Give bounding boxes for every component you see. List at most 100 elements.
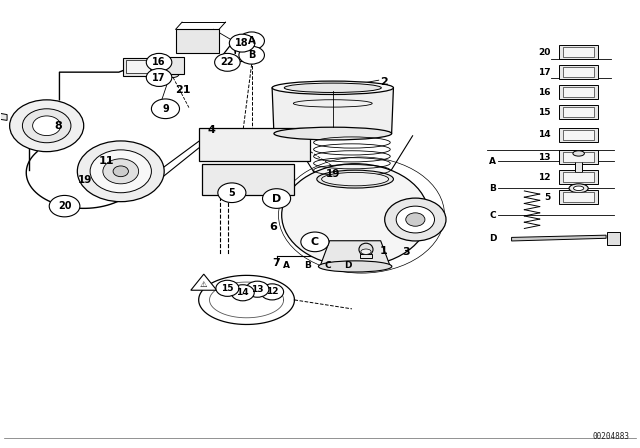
Text: 9: 9 (162, 104, 169, 114)
Circle shape (33, 116, 61, 136)
Ellipse shape (573, 186, 584, 190)
Bar (607, 232, 620, 245)
Bar (559, 85, 598, 99)
Bar (126, 60, 150, 73)
Text: 20: 20 (538, 47, 550, 56)
Text: 17: 17 (152, 73, 166, 82)
Text: 00204883: 00204883 (593, 431, 630, 440)
Text: 19: 19 (77, 175, 92, 185)
Text: 13: 13 (251, 285, 264, 294)
Bar (563, 108, 594, 117)
Text: C: C (311, 237, 319, 247)
Bar (559, 128, 598, 142)
Circle shape (49, 195, 80, 217)
Circle shape (246, 281, 269, 297)
Bar (152, 57, 184, 74)
Bar (559, 65, 598, 79)
Bar (563, 192, 594, 202)
Circle shape (152, 99, 179, 119)
Text: A: A (489, 157, 496, 166)
Text: 11: 11 (99, 155, 114, 166)
Text: C: C (489, 211, 496, 220)
Circle shape (406, 213, 425, 226)
Text: C: C (324, 261, 331, 270)
Circle shape (260, 284, 284, 300)
Ellipse shape (361, 249, 371, 254)
Circle shape (22, 109, 71, 143)
Text: A: A (248, 36, 255, 46)
Polygon shape (320, 241, 390, 267)
Text: B: B (489, 184, 496, 193)
Polygon shape (0, 112, 7, 121)
Bar (559, 105, 598, 120)
Ellipse shape (321, 172, 388, 186)
Bar (202, 164, 294, 195)
Circle shape (10, 100, 84, 152)
Text: 19: 19 (326, 169, 340, 179)
Polygon shape (272, 88, 394, 134)
Text: 21: 21 (175, 85, 191, 95)
Polygon shape (218, 40, 251, 61)
Ellipse shape (272, 81, 394, 95)
Circle shape (113, 166, 129, 177)
Text: 15: 15 (538, 108, 550, 117)
Circle shape (77, 141, 164, 202)
Text: 14: 14 (538, 130, 550, 139)
Text: 15: 15 (221, 284, 234, 293)
Text: D: D (489, 234, 496, 243)
Text: 16: 16 (538, 88, 550, 97)
Circle shape (218, 183, 246, 202)
Text: 17: 17 (538, 68, 550, 77)
Circle shape (396, 206, 435, 233)
Bar (123, 58, 154, 76)
Circle shape (147, 53, 172, 71)
Ellipse shape (359, 243, 373, 256)
Bar (563, 47, 594, 57)
Bar (563, 130, 594, 140)
Bar (575, 154, 582, 172)
Circle shape (229, 34, 255, 52)
Text: 14: 14 (236, 288, 249, 297)
Bar (563, 87, 594, 97)
Text: 22: 22 (221, 57, 234, 67)
Polygon shape (511, 235, 606, 241)
Text: 5: 5 (544, 193, 550, 202)
Text: B: B (304, 261, 310, 270)
Circle shape (282, 164, 429, 267)
Text: 13: 13 (538, 152, 550, 162)
Bar (563, 152, 594, 162)
Bar (563, 172, 594, 182)
Ellipse shape (573, 151, 584, 156)
Bar (175, 29, 219, 52)
Text: 7: 7 (273, 258, 280, 268)
Text: !: ! (232, 49, 237, 59)
Text: 3: 3 (403, 247, 410, 257)
Bar (198, 128, 310, 161)
Circle shape (103, 159, 139, 184)
Text: 1: 1 (380, 246, 388, 256)
Ellipse shape (319, 261, 392, 272)
Text: 6: 6 (269, 222, 277, 232)
Polygon shape (191, 274, 217, 290)
Circle shape (147, 69, 172, 86)
Ellipse shape (274, 127, 392, 140)
Bar (559, 45, 598, 59)
Text: D: D (344, 261, 352, 270)
Text: 12: 12 (538, 172, 550, 181)
Bar (559, 170, 598, 184)
Circle shape (231, 285, 254, 301)
Bar (559, 150, 598, 164)
Bar (360, 254, 372, 258)
Text: ⚠: ⚠ (200, 280, 207, 289)
Circle shape (214, 53, 240, 71)
Text: B: B (248, 50, 255, 60)
Text: A: A (284, 261, 291, 270)
Text: 5: 5 (228, 188, 236, 198)
Text: 10: 10 (220, 282, 235, 293)
Circle shape (301, 232, 329, 252)
Bar (559, 190, 598, 204)
Text: 8: 8 (54, 121, 62, 131)
Text: 4: 4 (207, 125, 216, 135)
Circle shape (385, 198, 446, 241)
Text: 2: 2 (380, 77, 388, 87)
